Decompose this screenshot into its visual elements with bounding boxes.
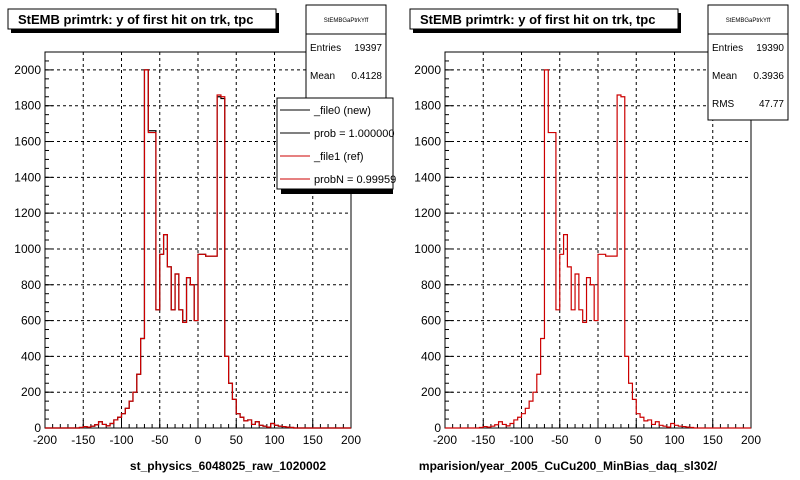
right-series-0-histogram xyxy=(445,69,751,429)
legend-label-file1: _file1 (ref) xyxy=(313,151,364,163)
legend-label-prob: prob = 1.000000 xyxy=(314,128,394,140)
left-y-tick-label: 1800 xyxy=(14,99,41,113)
left-y-tick-label: 600 xyxy=(21,314,41,328)
left-x-tick-label: 200 xyxy=(341,433,361,447)
right-panel: StEMB primtrk: y of first hit on trk, tp… xyxy=(409,4,789,473)
right-y-tick-label: 1000 xyxy=(414,242,441,256)
right-stats-mean-label: Mean xyxy=(712,71,737,82)
left-series-1-histogram xyxy=(45,69,351,429)
left-title-box xyxy=(7,8,277,30)
left-legend: _file0 (new) prob = 1.000000 _file1 (ref… xyxy=(276,97,396,194)
left-panel: StEMB primtrk: y of first hit on trk, tp… xyxy=(7,4,396,473)
right-x-tick-label: 50 xyxy=(630,433,644,447)
right-x-tick-label: 100 xyxy=(664,433,684,447)
left-y-tick-label: 0 xyxy=(34,421,41,435)
right-y-tick-label: 1800 xyxy=(414,99,441,113)
legend-label-probN: probN = 0.99959 xyxy=(314,174,396,186)
right-series xyxy=(445,69,751,429)
right-y-tick-label: 600 xyxy=(421,314,441,328)
left-title: StEMB primtrk: y of first hit on trk, tp… xyxy=(18,12,253,27)
left-y-tick-label: 400 xyxy=(21,349,41,363)
right-grid xyxy=(445,52,751,428)
right-y-tick-label: 800 xyxy=(421,278,441,292)
right-y-tick-label: 1600 xyxy=(414,135,441,149)
right-x-tick-label: -50 xyxy=(551,433,569,447)
left-x-tick-label: -150 xyxy=(71,433,95,447)
right-title-box xyxy=(409,8,679,30)
right-y-tick-label: 0 xyxy=(434,421,441,435)
right-stats-box: StEMBGaPtrkYff Entries 19390 Mean 0.3936… xyxy=(707,4,789,121)
right-stats-mean-value: 0.3936 xyxy=(753,71,784,82)
left-x-tick-label: -50 xyxy=(151,433,169,447)
right-x-tick-label: 150 xyxy=(703,433,723,447)
left-stats-mean-value: 0.4128 xyxy=(351,71,382,82)
right-x-tick-label: -200 xyxy=(433,433,457,447)
right-x-tick-label: 200 xyxy=(741,433,761,447)
right-title: StEMB primtrk: y of first hit on trk, tp… xyxy=(420,12,655,27)
left-stats-entries-label: Entries xyxy=(310,43,341,54)
left-stats-mean-label: Mean xyxy=(310,71,335,82)
right-y-tick-label: 1400 xyxy=(414,170,441,184)
right-x-tick-label: -100 xyxy=(509,433,533,447)
left-series xyxy=(45,69,351,429)
left-legend-frame xyxy=(276,97,394,190)
left-x-tick-label: 100 xyxy=(264,433,284,447)
right-x-axis-label: mparision/year_2005_CuCu200_MinBias_daq_… xyxy=(419,459,718,473)
right-x-tick-label: 0 xyxy=(595,433,602,447)
left-stats-entries-value: 19397 xyxy=(354,43,382,54)
left-x-axis-label: st_physics_6048025_raw_1020002 xyxy=(130,459,326,473)
left-y-tick-label: 1000 xyxy=(14,242,41,256)
left-y-tick-label: 2000 xyxy=(14,63,41,77)
left-y-tick-label: 1400 xyxy=(14,170,41,184)
right-stats-frame xyxy=(707,4,789,121)
right-stats-entries-value: 19390 xyxy=(756,43,784,54)
right-x-tick-label: -150 xyxy=(471,433,495,447)
left-x-tick-label: -200 xyxy=(33,433,57,447)
right-stats-header: StEMBGaPtrkYff xyxy=(726,18,771,24)
left-y-tick-label: 200 xyxy=(21,385,41,399)
right-stats-rms-label: RMS xyxy=(712,99,735,110)
right-stats-rms-value: 47.77 xyxy=(759,99,784,110)
right-y-tick-label: 200 xyxy=(421,385,441,399)
legend-label-file0: _file0 (new) xyxy=(313,105,371,117)
left-stats-header: StEMBGaPtrkYff xyxy=(324,18,369,24)
right-y-tick-label: 2000 xyxy=(414,63,441,77)
left-y-tick-label: 1200 xyxy=(14,206,41,220)
right-stats-entries-label: Entries xyxy=(712,43,743,54)
left-x-tick-label: 150 xyxy=(303,433,323,447)
left-y-tick-label: 1600 xyxy=(14,135,41,149)
left-x-tick-label: -100 xyxy=(109,433,133,447)
right-y-tick-label: 400 xyxy=(421,349,441,363)
right-y-tick-label: 1200 xyxy=(414,206,441,220)
left-grid xyxy=(45,52,351,428)
left-axes: -200 -150 -100 -50 0 50 100 150 2000200400600800… xyxy=(14,51,361,447)
left-y-tick-label: 800 xyxy=(21,278,41,292)
left-x-tick-label: 50 xyxy=(230,433,244,447)
left-x-tick-label: 0 xyxy=(195,433,202,447)
